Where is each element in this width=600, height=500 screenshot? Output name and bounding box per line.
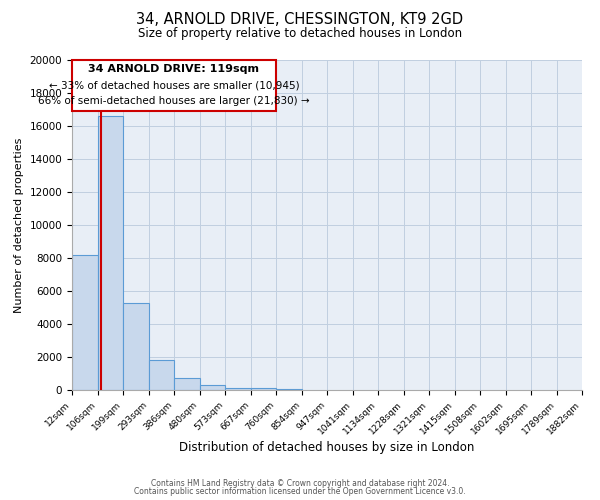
Text: Contains HM Land Registry data © Crown copyright and database right 2024.: Contains HM Land Registry data © Crown c… — [151, 478, 449, 488]
Y-axis label: Number of detached properties: Number of detached properties — [14, 138, 24, 312]
Bar — [200, 385, 225, 390]
Text: Size of property relative to detached houses in London: Size of property relative to detached ho… — [138, 28, 462, 40]
Bar — [225, 388, 251, 390]
Text: 66% of semi-detached houses are larger (21,830) →: 66% of semi-detached houses are larger (… — [38, 96, 310, 106]
Bar — [149, 360, 174, 390]
Bar — [276, 389, 302, 390]
Text: Contains public sector information licensed under the Open Government Licence v3: Contains public sector information licen… — [134, 487, 466, 496]
X-axis label: Distribution of detached houses by size in London: Distribution of detached houses by size … — [179, 442, 475, 454]
Bar — [98, 116, 123, 390]
Bar — [72, 254, 98, 390]
Text: 34 ARNOLD DRIVE: 119sqm: 34 ARNOLD DRIVE: 119sqm — [89, 64, 260, 74]
Bar — [251, 388, 276, 390]
Text: 34, ARNOLD DRIVE, CHESSINGTON, KT9 2GD: 34, ARNOLD DRIVE, CHESSINGTON, KT9 2GD — [136, 12, 464, 28]
FancyBboxPatch shape — [72, 60, 276, 111]
Text: ← 33% of detached houses are smaller (10,945): ← 33% of detached houses are smaller (10… — [49, 80, 299, 90]
Bar — [123, 302, 149, 390]
Bar — [174, 378, 200, 390]
